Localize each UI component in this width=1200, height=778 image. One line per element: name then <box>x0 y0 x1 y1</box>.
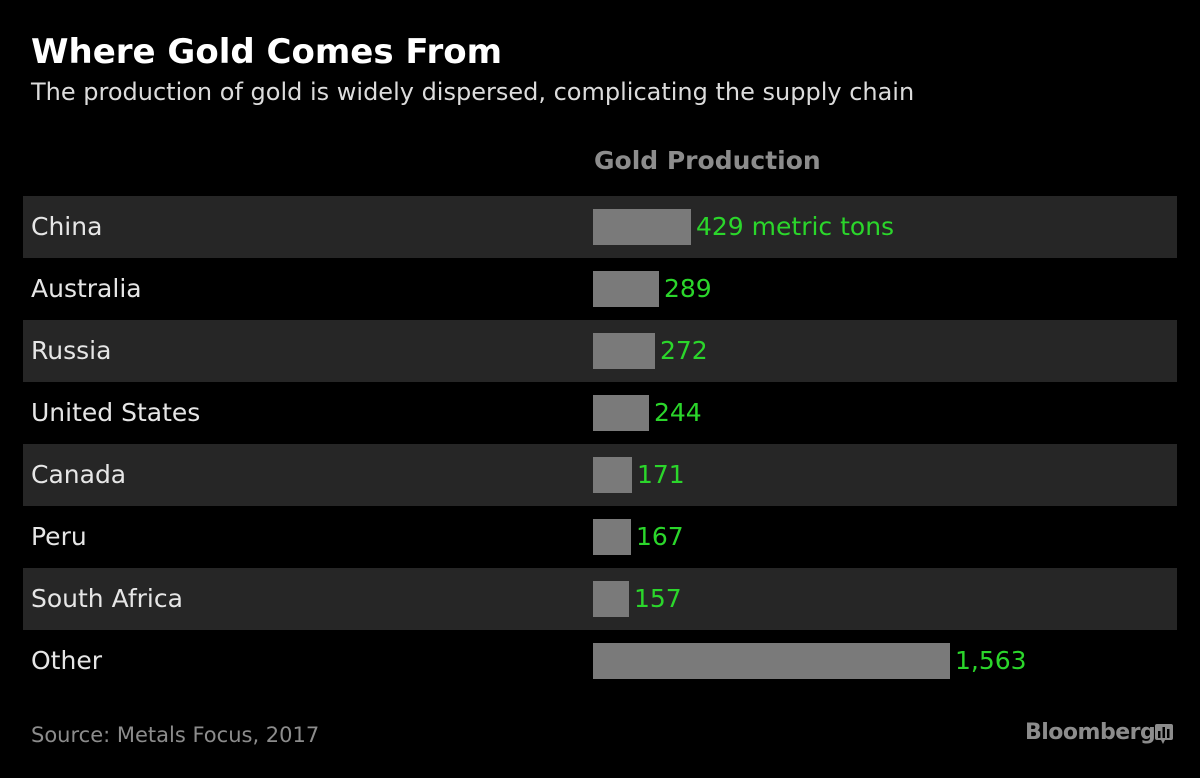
category-label: Australia <box>31 274 142 303</box>
bar-value-label: 1,563 <box>955 646 1027 675</box>
category-label: Other <box>31 646 102 675</box>
bar-value-label: 289 <box>664 274 712 303</box>
source-note: Source: Metals Focus, 2017 <box>31 723 320 747</box>
bar-value-label: 171 <box>637 460 685 489</box>
table-row: Peru 167 <box>23 506 1177 568</box>
bar <box>593 395 649 431</box>
table-row: United States 244 <box>23 382 1177 444</box>
category-label: China <box>31 212 103 241</box>
category-label: Canada <box>31 460 127 489</box>
bar <box>593 209 691 245</box>
table-row: South Africa 157 <box>23 568 1177 630</box>
column-header: Gold Production <box>594 146 821 175</box>
bloomberg-chart-icon <box>1155 724 1173 744</box>
table-row: Australia 289 <box>23 258 1177 320</box>
chart-subtitle: The production of gold is widely dispers… <box>31 78 915 106</box>
bar-value-label: 157 <box>634 584 682 613</box>
category-label: Russia <box>31 336 112 365</box>
bloomberg-logo: Bloomberg <box>1025 720 1156 745</box>
bar-value-label: 167 <box>636 522 684 551</box>
category-label: Peru <box>31 522 87 551</box>
category-label: United States <box>31 398 201 427</box>
table-row: Other 1,563 <box>23 630 1177 692</box>
bar <box>593 581 629 617</box>
bar-value-label: 272 <box>660 336 708 365</box>
bar <box>593 643 950 679</box>
category-label: South Africa <box>31 584 183 613</box>
bar <box>593 333 655 369</box>
bar-value-label: 429 metric tons <box>696 212 895 241</box>
bar-value-label: 244 <box>654 398 702 427</box>
bar <box>593 457 632 493</box>
bar-table: China 429 metric tons Australia 289 Russia 27… <box>23 196 1177 692</box>
table-row: Russia 272 <box>23 320 1177 382</box>
table-row: China 429 metric tons <box>23 196 1177 258</box>
chart-title: Where Gold Comes From <box>31 32 503 72</box>
bar <box>593 271 659 307</box>
table-row: Canada 171 <box>23 444 1177 506</box>
bar <box>593 519 631 555</box>
